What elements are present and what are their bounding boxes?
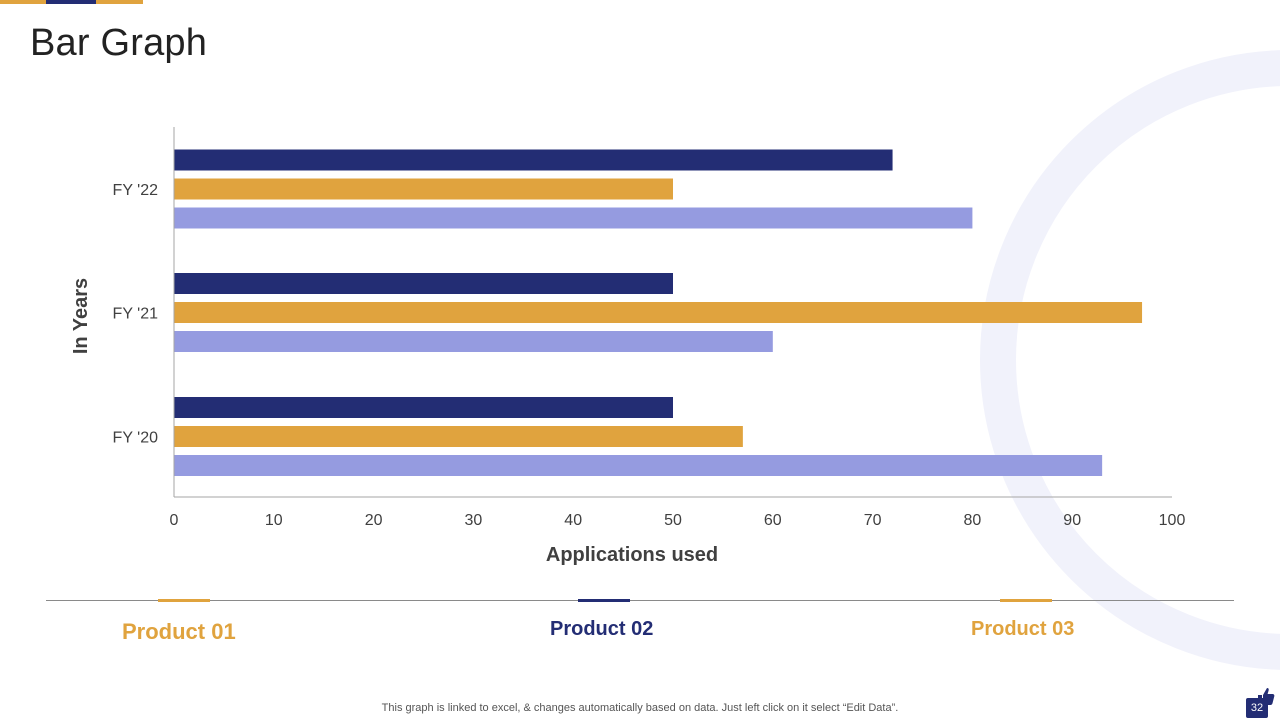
x-tick-label: 10 [265, 512, 283, 529]
y-axis-title: In Years [70, 278, 92, 354]
x-axis-title: Applications used [546, 544, 718, 566]
x-tick-label: 20 [365, 512, 383, 529]
slide-title: Bar Graph [30, 22, 208, 64]
legend-label-product-01: Product 01 [122, 619, 236, 644]
bar-product-03-2[interactable] [174, 455, 1103, 476]
legend-marker-product-03 [1000, 599, 1052, 602]
x-tick-label: 30 [465, 512, 483, 529]
x-tick-label: 100 [1159, 512, 1186, 529]
bar-product-01-2[interactable] [174, 397, 673, 418]
accent-segment-gold-2 [96, 0, 143, 4]
bar-product-01-0[interactable] [174, 149, 893, 171]
labels-layer: FY '22 FY '21 FY '20 0 10 20 30 40 50 60 70 80 90 100… [70, 182, 1185, 566]
bars-layer [174, 149, 1143, 476]
legend-marker-product-02 [578, 599, 630, 602]
x-tick-label: 90 [1063, 512, 1081, 529]
y-tick-label: FY '20 [113, 430, 159, 447]
x-tick-label: 50 [664, 512, 682, 529]
x-tick-label: 60 [764, 512, 782, 529]
top-accent-bar [0, 0, 143, 4]
page-number-badge: 32 [1246, 698, 1268, 718]
legend-marker-product-01 [158, 599, 210, 602]
y-tick-label: FY '21 [113, 306, 159, 323]
accent-segment-gold [0, 0, 46, 4]
y-tick-label: FY '22 [113, 182, 159, 199]
footer-note: This graph is linked to excel, & changes… [381, 702, 899, 714]
legend-label-product-03: Product 03 [971, 618, 1075, 640]
bar-product-03-0[interactable] [174, 207, 973, 229]
legend-label-product-02: Product 02 [550, 618, 654, 640]
thumbs-up-icon [1258, 688, 1275, 705]
axes-layer [173, 127, 1172, 498]
bar-product-02-2[interactable] [174, 426, 743, 447]
x-tick-label: 70 [864, 512, 882, 529]
accent-segment-navy [46, 0, 96, 4]
x-tick-label: 40 [564, 512, 582, 529]
legend-divider [46, 600, 1234, 601]
x-tick-label: 0 [170, 512, 179, 529]
bar-product-03-1[interactable] [174, 331, 773, 352]
bar-product-02-1[interactable] [174, 302, 1143, 323]
bar-product-01-1[interactable] [174, 273, 673, 294]
bar-product-02-0[interactable] [174, 178, 673, 200]
x-tick-label: 80 [964, 512, 982, 529]
